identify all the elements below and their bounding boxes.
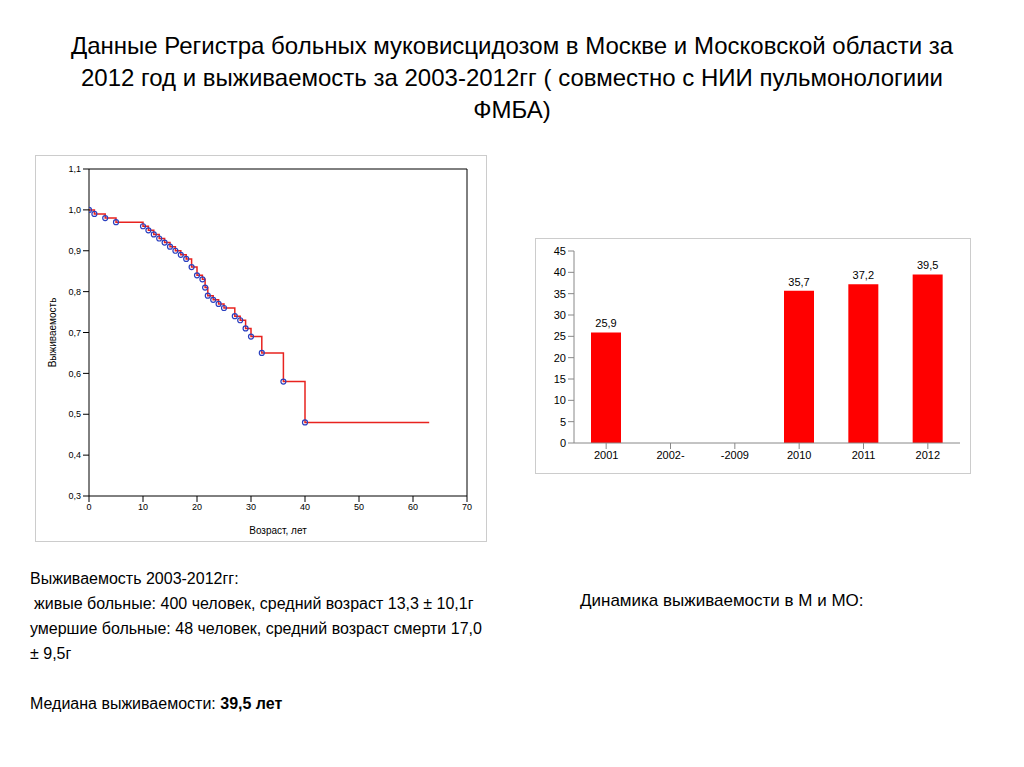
svg-text:40: 40	[554, 266, 566, 278]
svg-text:Выживаемость: Выживаемость	[47, 298, 58, 368]
svg-text:-2009: -2009	[721, 449, 749, 461]
html-text:Данные Регистра больных мукови: Данные Регистра больных муковисцидозом в…	[70, 32, 954, 123]
svg-text:60: 60	[408, 502, 418, 512]
svg-text:0,6: 0,6	[68, 369, 81, 379]
svg-text:0: 0	[86, 502, 91, 512]
svg-text:50: 50	[354, 502, 364, 512]
svg-text:0: 0	[560, 437, 566, 449]
svg-text:70: 70	[462, 502, 472, 512]
html-text:Динамика выживаемости в М и МО: Динамика выживаемости в М и МО:	[580, 591, 864, 610]
svg-text:2012: 2012	[916, 449, 940, 461]
svg-text:0,4: 0,4	[68, 450, 81, 460]
svg-text:0,7: 0,7	[68, 328, 81, 338]
svg-text:30: 30	[246, 502, 256, 512]
html-text:живые больные: 400 человек, ср: живые больные: 400 человек, средний возр…	[34, 595, 474, 612]
svg-text:45: 45	[554, 245, 566, 257]
svg-text:39,5: 39,5	[917, 259, 938, 271]
svg-text:1,0: 1,0	[68, 205, 81, 215]
svg-text:0,5: 0,5	[68, 409, 81, 419]
svg-text:2011: 2011	[852, 449, 876, 461]
svg-text:35,7: 35,7	[788, 276, 809, 288]
svg-text:40: 40	[300, 502, 310, 512]
svg-text:10: 10	[138, 502, 148, 512]
svg-text:30: 30	[554, 309, 566, 321]
svg-text:1,1: 1,1	[68, 164, 81, 174]
svg-text:20: 20	[554, 352, 566, 364]
svg-text:15: 15	[554, 373, 566, 385]
svg-text:37,2: 37,2	[853, 269, 874, 281]
svg-text:0,8: 0,8	[68, 287, 81, 297]
html-text:Выживаемость 2003-2012гг:: Выживаемость 2003-2012гг:	[30, 570, 239, 587]
svg-text:2001: 2001	[594, 449, 618, 461]
svg-text:2010: 2010	[787, 449, 811, 461]
svg-text:25,9: 25,9	[595, 317, 616, 329]
svg-text:25: 25	[554, 330, 566, 342]
svg-text:0,9: 0,9	[68, 246, 81, 256]
svg-text:2002-: 2002-	[656, 449, 684, 461]
html-text:Медиана выживаемости: 39,5 лет: Медиана выживаемости: 39,5 лет	[30, 695, 283, 712]
svg-text:5: 5	[560, 416, 566, 428]
svg-text:Возраст, лет: Возраст, лет	[249, 525, 307, 536]
svg-text:10: 10	[554, 394, 566, 406]
svg-text:0,3: 0,3	[68, 491, 81, 501]
svg-text:35: 35	[554, 288, 566, 300]
svg-text:20: 20	[192, 502, 202, 512]
html-text:умершие больные: 48 человек, с: умершие больные: 48 человек, средний воз…	[30, 620, 482, 662]
